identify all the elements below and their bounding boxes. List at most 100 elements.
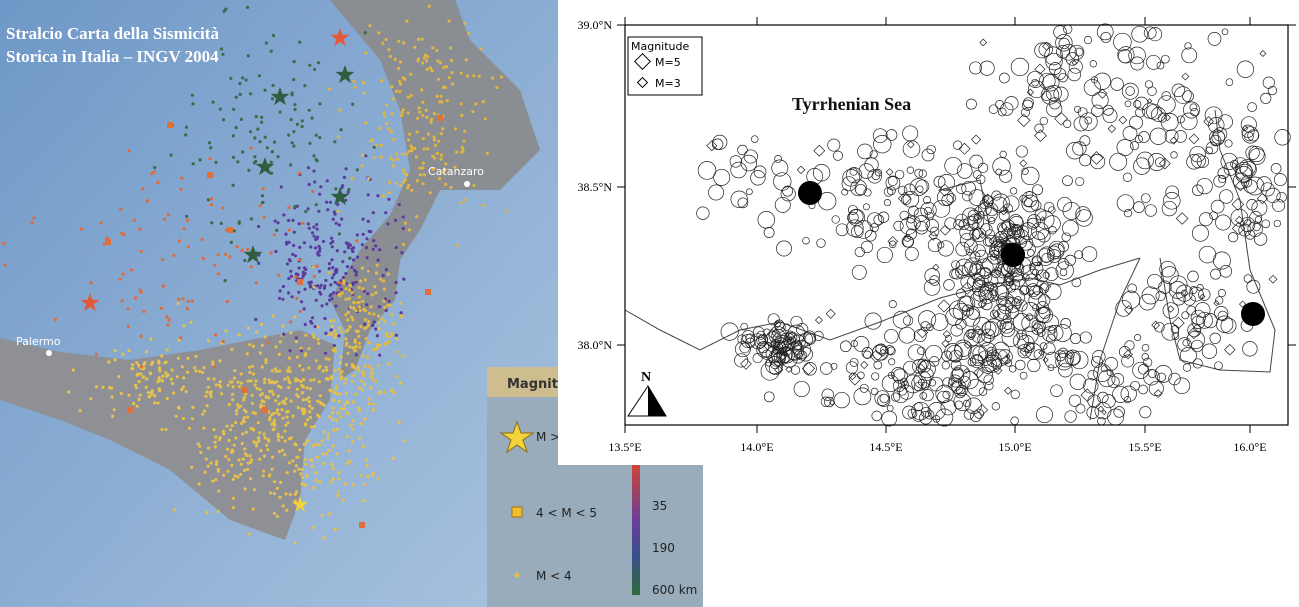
epicenter-dot (327, 449, 330, 452)
epicenter-dot (107, 360, 110, 363)
epicenter-dot (113, 349, 116, 352)
epicenter-square (167, 122, 173, 128)
epicenter-dot (271, 456, 274, 459)
epicenter-dot (395, 246, 398, 249)
epicenter-dot (217, 510, 220, 513)
epicenter-dot (351, 281, 354, 284)
epicenter-dot (267, 378, 270, 381)
epicenter-dot (460, 114, 463, 117)
epicenter-dot (324, 352, 327, 355)
epicenter-dot (246, 468, 249, 471)
epicenter-dot (212, 428, 215, 431)
epicenter-dot (160, 428, 163, 431)
epicenter-dot (417, 38, 420, 41)
epicenter-dot (236, 403, 239, 406)
epicenter-dot (311, 117, 314, 120)
epicenter-dot (439, 61, 442, 64)
epicenter-dot (305, 440, 308, 443)
epicenter-dot (371, 324, 374, 327)
epicenter-dot (373, 156, 376, 159)
epicenter-dot (245, 78, 248, 81)
epicenter-dot (213, 365, 216, 368)
epicenter-dot (332, 429, 335, 432)
epicenter-dot (295, 443, 298, 446)
epicenter-dot (333, 330, 336, 333)
epicenter-dot (278, 353, 281, 356)
epicenter-dot (331, 463, 334, 466)
epicenter-dot (345, 241, 348, 244)
epicenter-plot: 13.5°E14.0°E14.5°E15.0°E15.5°E16.0°E39.0… (558, 0, 1299, 465)
epicenter-dot (352, 483, 355, 486)
epicenter-dot (315, 203, 318, 206)
epicenter-dot (438, 100, 441, 103)
epicenter-dot (363, 383, 366, 386)
epicenter-dot (466, 75, 469, 78)
epicenter-dot (423, 147, 426, 150)
epicenter-dot (322, 369, 325, 372)
epicenter-dot (351, 440, 354, 443)
epicenter-dot (298, 41, 301, 44)
epicenter-dot (265, 41, 268, 44)
epicenter-dot (418, 111, 421, 114)
epicenter-dot (286, 415, 289, 418)
epicenter-dot (301, 222, 304, 225)
epicenter-dot (330, 258, 333, 261)
epicenter-dot (246, 352, 249, 355)
epicenter-dot (198, 483, 201, 486)
epicenter-dot (315, 443, 318, 446)
epicenter-dot (384, 343, 387, 346)
epicenter-dot (142, 376, 145, 379)
epicenter-dot (259, 449, 262, 452)
legend-item: M=3 (655, 77, 681, 90)
epicenter-dot (274, 345, 277, 348)
epicenter-dot (259, 351, 262, 354)
epicenter-dot (343, 250, 346, 253)
epicenter-dot (255, 281, 258, 284)
epicenter-dot (289, 259, 292, 262)
epicenter-dot (177, 302, 180, 305)
epicenter-dot (388, 191, 391, 194)
epicenter-dot (215, 460, 218, 463)
epicenter-dot (319, 293, 322, 296)
epicenter-dot (387, 198, 390, 201)
epicenter-dot (303, 307, 306, 310)
epicenter-dot (171, 368, 174, 371)
epicenter-dot (207, 465, 210, 468)
epicenter-dot (127, 325, 130, 328)
epicenter-dot (392, 138, 395, 141)
epicenter-dot (328, 512, 331, 515)
epicenter-dot (344, 272, 347, 275)
epicenter-dot (163, 218, 166, 221)
epicenter-dot (271, 369, 274, 372)
epicenter-dot (212, 101, 215, 104)
epicenter-dot (373, 285, 376, 288)
epicenter-dot (315, 134, 318, 137)
epicenter-dot (313, 378, 316, 381)
epicenter-dot (254, 318, 257, 321)
epicenter-dot (210, 197, 213, 200)
epicenter-dot (426, 68, 429, 71)
epicenter-dot (150, 363, 153, 366)
epicenter-dot (401, 153, 404, 156)
epicenter-dot (303, 241, 306, 244)
epicenter-dot (433, 138, 436, 141)
epicenter-dot (170, 378, 173, 381)
epicenter-dot (311, 465, 314, 468)
epicenter-dot (269, 251, 272, 254)
epicenter-dot (119, 208, 122, 211)
map-title: Storica in Italia – INGV 2004 (6, 47, 219, 66)
epicenter-dot (235, 96, 238, 99)
epicenter-dot (293, 108, 296, 111)
epicenter-dot (324, 332, 327, 335)
epicenter-dot (261, 344, 264, 347)
epicenter-dot (429, 191, 432, 194)
epicenter-dot (375, 271, 378, 274)
epicenter-dot (231, 393, 234, 396)
epicenter-dot (348, 257, 351, 260)
epicenter-dot (214, 435, 217, 438)
epicenter-dot (337, 210, 340, 213)
epicenter-dot (224, 253, 227, 256)
epicenter-dot (368, 365, 371, 368)
epicenter-dot (153, 401, 156, 404)
epicenter-dot (288, 461, 291, 464)
